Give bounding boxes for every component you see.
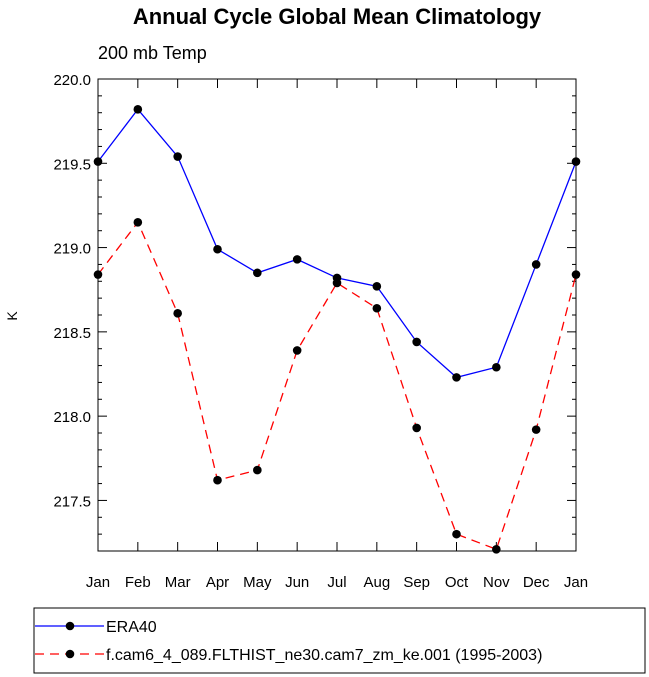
series-2-point <box>133 217 143 227</box>
x-tick-label: Sep <box>403 574 430 591</box>
legend-box <box>33 607 646 674</box>
x-tick-label: Jul <box>327 574 346 591</box>
plot-frame <box>97 78 577 552</box>
series-2-point <box>173 309 182 318</box>
series-1-point <box>531 260 541 269</box>
series-1-point <box>412 337 421 347</box>
series-2-point <box>253 465 262 475</box>
x-tick-label: Jun <box>285 574 309 591</box>
legend-label-2: f.cam6_4_089.FLTHIST_ne30.cam7_zm_ke.001… <box>106 647 542 664</box>
x-tick-label: Mar <box>165 574 191 591</box>
x-tick-label: May <box>243 574 272 591</box>
legend: ERA40 f.cam6_4_089.FLTHIST_ne30.cam7_zm_k… <box>35 619 542 664</box>
y-tick-label: 219.5 <box>53 156 91 173</box>
legend-swatch-marker-1 <box>65 621 75 631</box>
legend-label-1: ERA40 <box>106 619 157 636</box>
y-tick-labels: 217.5 218.0 218.5 219.0 219.5 220.0 <box>53 72 91 510</box>
series-1-point <box>253 268 262 278</box>
series-line-2 <box>97 221 577 551</box>
y-tick-label: 218.0 <box>53 409 91 426</box>
series-1-point <box>213 244 222 254</box>
series-2-point <box>372 303 382 313</box>
series-1-point <box>492 362 501 372</box>
series-2-point <box>93 270 103 279</box>
series-2-point <box>332 278 342 288</box>
x-tick-label: Aug <box>363 574 390 591</box>
series-line-1 <box>97 108 577 379</box>
series-1-point <box>452 373 461 382</box>
series-2-point <box>412 423 421 433</box>
series-2-point <box>492 545 501 554</box>
x-tick-label: Feb <box>125 574 151 591</box>
chart-subtitle: 200 mb Temp <box>98 43 207 63</box>
y-axis-label: K <box>4 311 20 321</box>
x-tick-label: Jan <box>564 574 588 591</box>
chart-title: Annual Cycle Global Mean Climatology <box>133 4 542 29</box>
x-tick-label: Apr <box>206 574 229 591</box>
series-1-point <box>133 105 143 114</box>
x-tick-label: Jan <box>86 574 110 591</box>
series-1-point <box>292 255 302 264</box>
series-2-point <box>213 475 222 485</box>
series-2-point <box>531 425 541 434</box>
series-1-point <box>571 157 581 166</box>
x-tick-label: Nov <box>483 574 510 591</box>
series-group <box>93 105 581 554</box>
legend-swatch-marker-2 <box>65 649 75 659</box>
y-tick-label: 217.5 <box>53 493 91 510</box>
x-tick-labels: Jan Feb Mar Apr May Jun Jul Aug Sep Oct Nov Dec Jan <box>86 574 588 591</box>
series-1-point <box>372 282 382 291</box>
series-1-point <box>173 152 182 161</box>
series-2-point <box>452 529 461 539</box>
y-tick-label: 220.0 <box>53 72 91 89</box>
x-tick-label: Dec <box>523 574 550 591</box>
axis-ticks <box>97 78 577 552</box>
y-tick-label: 219.0 <box>53 241 91 258</box>
series-2-point <box>571 270 581 279</box>
series-1-point <box>93 157 103 166</box>
series-2-point <box>292 346 302 355</box>
x-tick-label: Oct <box>445 574 469 591</box>
y-tick-label: 218.5 <box>53 325 91 342</box>
